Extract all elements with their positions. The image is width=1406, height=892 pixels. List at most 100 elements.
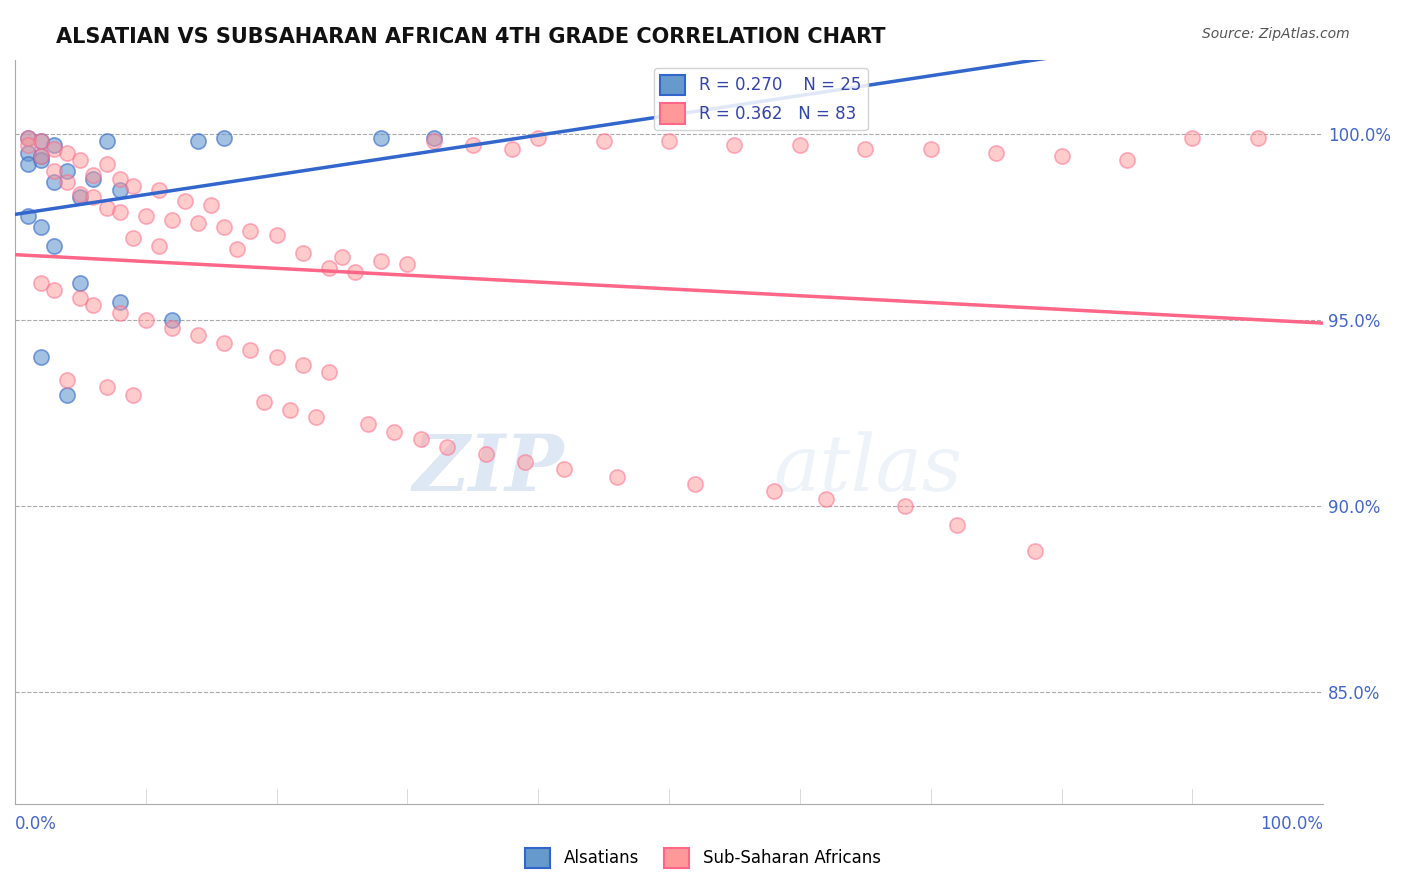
Point [17,145,39,160]
Point [370,253,392,268]
Point [30,149,52,163]
Point [108,306,131,320]
Point [108,171,131,186]
Point [344,265,367,279]
Point [200,198,222,212]
Point [266,351,288,365]
Point [30,153,52,167]
Point [278,402,301,417]
Point [17,157,39,171]
Point [422,130,444,145]
Point [17,138,39,153]
Point [436,440,458,454]
Point [108,183,131,197]
Point [44,284,66,298]
Point [160,212,183,227]
Point [69,291,91,305]
Point [723,138,745,153]
Point [96,380,118,394]
Point [853,142,876,156]
Point [56,145,79,160]
Point [30,149,52,163]
Point [148,238,170,252]
Point [69,186,91,201]
Point [160,313,183,327]
Point [82,168,104,182]
Point [1116,153,1139,167]
Point [56,387,79,401]
Point [17,130,39,145]
Point [108,294,131,309]
Point [135,209,157,223]
Point [291,358,314,372]
Point [187,216,209,230]
Point [893,500,915,514]
Point [187,135,209,149]
Point [69,153,91,167]
Point [815,491,838,506]
Point [17,130,39,145]
Point [56,164,79,178]
Point [30,220,52,235]
Point [606,469,628,483]
Point [160,320,183,334]
Point [370,130,392,145]
Point [30,351,52,365]
Point [44,238,66,252]
Point [357,417,380,432]
Point [789,138,811,153]
Point [305,409,328,424]
Point [1247,130,1270,145]
Point [396,257,419,271]
Point [121,179,143,194]
Point [214,130,236,145]
Point [553,462,575,476]
Point [382,425,405,439]
Point [266,227,288,242]
Point [515,455,537,469]
Point [984,145,1007,160]
Text: atlas: atlas [773,431,963,508]
Point [1181,130,1204,145]
Point [135,313,157,327]
Point [1050,149,1073,163]
Point [121,387,143,401]
Point [96,202,118,216]
Point [239,343,262,357]
Point [461,138,484,153]
Point [69,190,91,204]
Text: ALSATIAN VS SUBSAHARAN AFRICAN 4TH GRADE CORRELATION CHART: ALSATIAN VS SUBSAHARAN AFRICAN 4TH GRADE… [56,27,886,46]
Point [148,183,170,197]
Point [422,135,444,149]
Point [291,246,314,260]
Text: 100.0%: 100.0% [1260,815,1323,833]
Point [96,157,118,171]
Point [658,135,681,149]
Point [683,477,706,491]
Point [82,171,104,186]
Legend: R = 0.270    N = 25, R = 0.362   N = 83: R = 0.270 N = 25, R = 0.362 N = 83 [654,68,868,130]
Point [592,135,614,149]
Point [174,194,197,208]
Text: 0.0%: 0.0% [15,815,56,833]
Point [108,205,131,219]
Point [82,298,104,312]
Point [1024,544,1046,558]
Point [214,335,236,350]
Point [226,243,249,257]
Point [44,142,66,156]
Point [762,484,785,499]
Point [30,276,52,290]
Point [44,138,66,153]
Point [527,130,550,145]
Legend: Alsatians, Sub-Saharan Africans: Alsatians, Sub-Saharan Africans [519,841,887,875]
Point [920,142,942,156]
Text: ZIP: ZIP [413,431,564,508]
Point [501,142,523,156]
Point [82,190,104,204]
Point [330,250,353,264]
Point [318,261,340,276]
Point [44,164,66,178]
Point [69,276,91,290]
Point [187,328,209,343]
